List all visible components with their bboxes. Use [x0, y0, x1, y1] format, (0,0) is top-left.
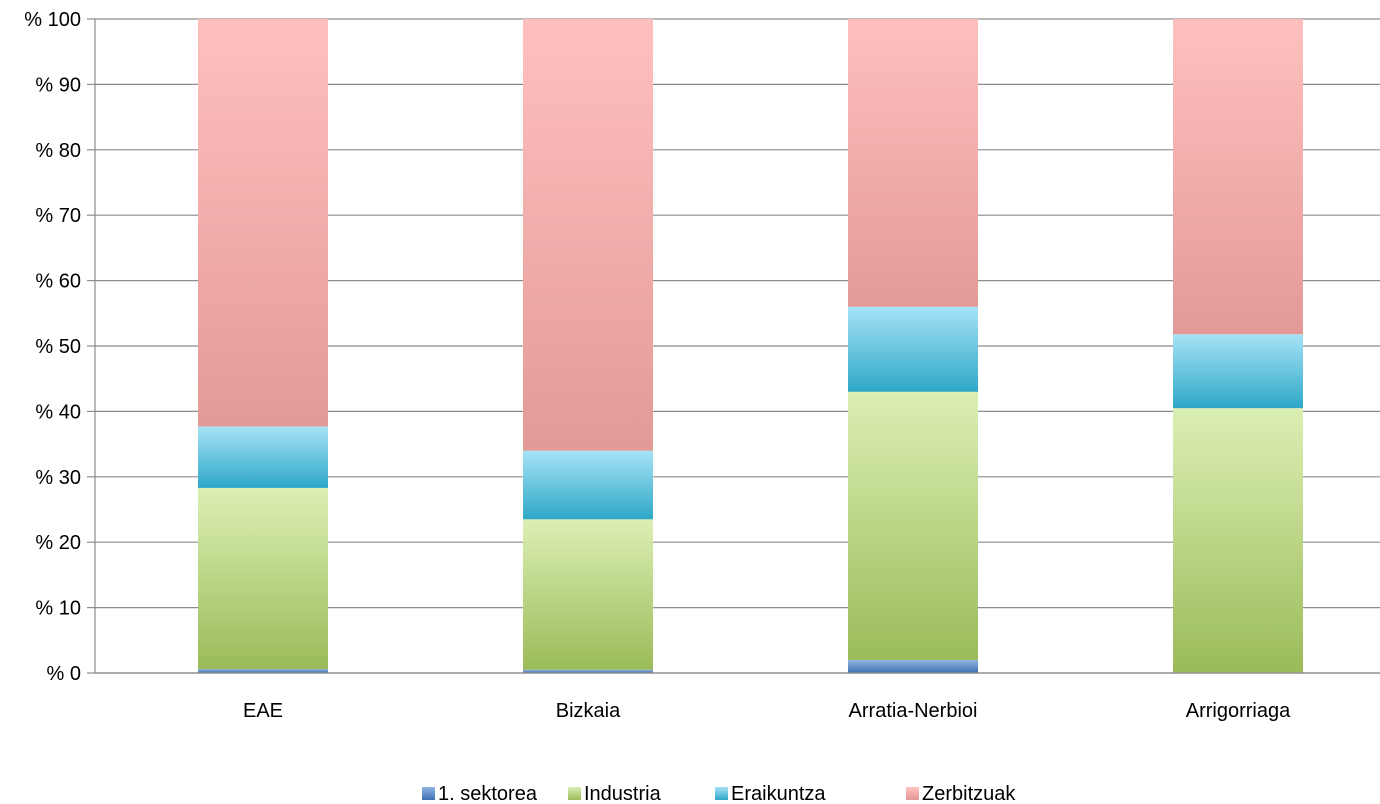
x-category-label: Bizkaia	[556, 700, 621, 722]
x-axis-category-labels: EAE Bizkaia Arratia-Nerbioi Arrigorriaga	[243, 700, 1291, 722]
y-tick-label: % 80	[35, 140, 81, 162]
bars	[198, 19, 1303, 673]
bar-zerbitzuak-arratia-nerbioi	[848, 19, 978, 307]
legend-label: 1. sektorea	[438, 783, 538, 804]
bar-industria-bizkaia	[523, 519, 653, 670]
legend-label: Zerbitzuak	[922, 783, 1016, 804]
y-tick-label: % 60	[35, 271, 81, 293]
y-tick-label: % 100	[24, 9, 81, 31]
bar-zerbitzuak-bizkaia	[523, 19, 653, 451]
y-tick-label: % 50	[35, 336, 81, 358]
legend-item: Eraikuntza	[715, 783, 826, 804]
x-category-label: Arratia-Nerbioi	[849, 700, 978, 722]
bar-1-sektorea-arratia-nerbioi	[848, 659, 978, 673]
legend-swatch	[906, 787, 919, 800]
bar-eraikuntza-arrigorriaga	[1173, 334, 1303, 409]
legend-swatch	[568, 787, 581, 800]
bar-industria-arratia-nerbioi	[848, 391, 978, 660]
axes	[94, 19, 1380, 674]
bar-eraikuntza-arratia-nerbioi	[848, 306, 978, 392]
legend-item: Industria	[568, 783, 662, 804]
x-category-label: Arrigorriaga	[1186, 700, 1291, 722]
legend-item: Zerbitzuak	[906, 783, 1016, 804]
bar-1-sektorea-bizkaia	[523, 669, 653, 673]
y-tick-label: % 40	[35, 401, 81, 423]
x-category-label: EAE	[243, 700, 283, 722]
y-tick-label: % 70	[35, 205, 81, 227]
legend-swatch	[422, 787, 435, 800]
y-axis-tick-labels: % 0 % 10 % 20 % 30 % 40 % 50 % 60 % 70 % 80 % 90%…	[24, 9, 81, 685]
legend-label: Eraikuntza	[731, 783, 826, 804]
y-tick-label: % 10	[35, 598, 81, 620]
legend-swatch	[715, 787, 728, 800]
y-tick-label: % 20	[35, 532, 81, 554]
bar-1-sektorea-eae	[198, 669, 328, 673]
bar-industria-eae	[198, 487, 328, 670]
bar-eraikuntza-eae	[198, 426, 328, 488]
legend: 1. sektorea Industria Eraikuntza Zerbitzuak	[422, 783, 1016, 804]
bar-zerbitzuak-eae	[198, 19, 328, 427]
y-tick-label: % 90	[35, 74, 81, 96]
bar-industria-arrigorriaga	[1173, 408, 1303, 673]
y-tick-label: % 30	[35, 467, 81, 489]
legend-label: Industria	[584, 783, 662, 804]
bar-eraikuntza-bizkaia	[523, 450, 653, 520]
y-tick-label: % 0	[47, 663, 81, 685]
legend-item: 1. sektorea	[422, 783, 538, 804]
bar-zerbitzuak-arrigorriaga	[1173, 19, 1303, 335]
